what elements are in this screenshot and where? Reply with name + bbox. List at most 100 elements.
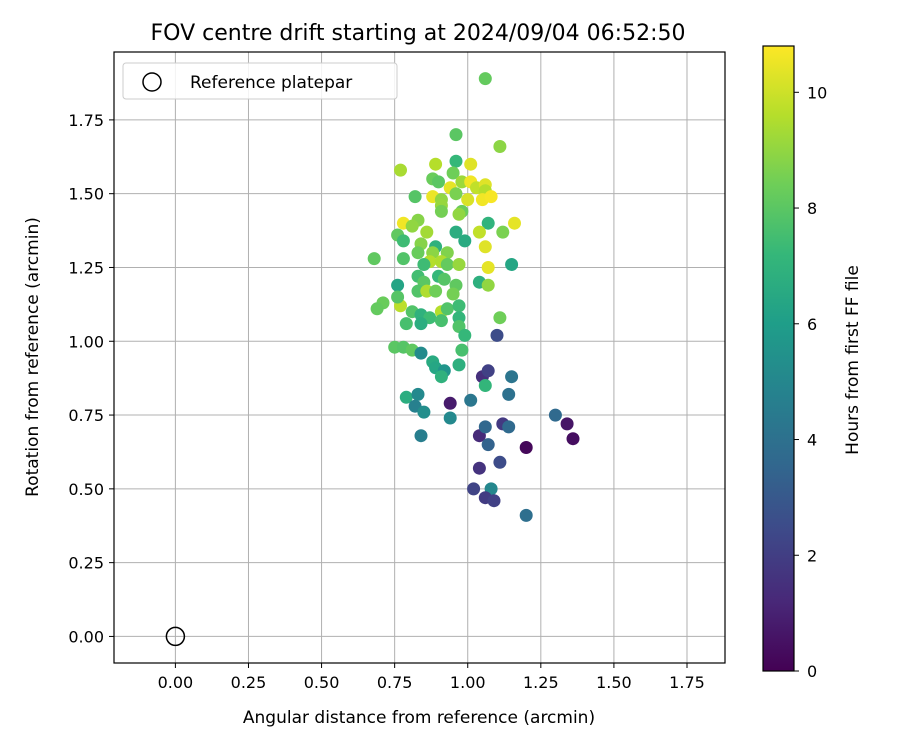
legend: Reference platepar [122, 62, 398, 100]
y-tick-label: 0.00 [68, 627, 104, 646]
legend-reference-marker [142, 72, 162, 92]
data-point [443, 396, 457, 410]
data-point [429, 157, 443, 171]
data-point [367, 252, 381, 266]
data-point [391, 290, 405, 304]
data-point [458, 328, 472, 342]
data-point [399, 390, 413, 404]
data-point [440, 302, 454, 316]
colorbar-tick-label: 6 [807, 315, 817, 334]
data-point [434, 204, 448, 218]
data-point [452, 258, 466, 271]
data-point [434, 370, 448, 384]
data-point [452, 299, 466, 313]
colorbar-ticks: 0 2 4 6 8 10 [794, 83, 827, 681]
x-tick-label: 1.25 [523, 673, 559, 692]
x-axis-ticks: 0.00 0.25 0.50 0.75 1.00 1.25 1.50 1.75 [158, 663, 705, 692]
colorbar: 0 2 4 6 8 10 Hours from first FF file [762, 45, 863, 681]
data-point [467, 482, 481, 496]
colorbar-tick-label: 8 [807, 199, 817, 218]
colorbar-tick-label: 10 [807, 83, 827, 102]
y-tick-label: 1.75 [68, 111, 104, 130]
data-point [405, 219, 419, 233]
data-point [452, 358, 466, 372]
data-point [481, 261, 495, 274]
data-point [446, 166, 460, 180]
data-point [417, 405, 431, 419]
colorbar-tick-label: 2 [807, 546, 817, 565]
data-point [414, 317, 428, 331]
data-point [443, 411, 457, 425]
x-tick-label: 0.25 [231, 673, 267, 692]
data-point [560, 417, 574, 431]
data-point [481, 278, 495, 292]
data-point [408, 190, 422, 204]
data-point [394, 163, 407, 177]
data-point [481, 364, 495, 378]
data-point [449, 187, 463, 201]
data-point [399, 317, 413, 331]
y-tick-label: 1.50 [68, 185, 104, 204]
data-point [411, 387, 425, 401]
y-axis-label: Rotation from reference (arcmin) [23, 217, 43, 497]
data-point [449, 128, 463, 142]
data-point [429, 284, 443, 298]
data-point [493, 455, 507, 469]
data-point [417, 258, 431, 271]
x-tick-label: 0.50 [304, 673, 340, 692]
data-point [472, 225, 486, 239]
plot-area: 0.00 0.25 0.50 0.75 1.00 1.25 1.50 1.75 0.00 0.2… [68, 51, 726, 692]
y-tick-label: 0.75 [68, 406, 104, 425]
data-point [493, 311, 507, 325]
data-point [505, 370, 519, 384]
reference-platepar-marker [165, 626, 186, 647]
colorbar-tick-label: 4 [807, 431, 817, 450]
x-tick-label: 0.75 [377, 673, 413, 692]
data-point [464, 157, 478, 171]
data-point [396, 234, 410, 248]
data-point [455, 343, 469, 357]
data-point [502, 420, 516, 434]
data-point [478, 240, 492, 254]
data-point [437, 272, 451, 286]
y-tick-label: 1.25 [68, 258, 104, 277]
data-point [490, 328, 504, 342]
plot-frame [113, 51, 726, 664]
y-tick-label: 0.25 [68, 554, 104, 573]
data-point [566, 432, 580, 446]
chart-title: FOV centre drift starting at 2024/09/04 … [151, 21, 686, 46]
data-point [548, 408, 562, 422]
data-point [487, 494, 501, 508]
data-point [449, 225, 463, 239]
data-point [478, 72, 492, 86]
x-tick-label: 1.50 [596, 673, 632, 692]
data-point [505, 258, 519, 271]
data-point [414, 346, 428, 360]
data-point [502, 387, 516, 401]
data-point [452, 207, 466, 221]
data-point [519, 441, 533, 454]
data-point [432, 175, 445, 189]
y-axis-ticks: 0.00 0.25 0.50 0.75 1.00 1.25 1.50 1.75 [68, 111, 114, 646]
data-point [458, 234, 472, 248]
data-point [493, 140, 507, 153]
y-tick-label: 0.50 [68, 480, 104, 499]
data-point [440, 258, 454, 271]
x-axis-label: Angular distance from reference (arcmin) [243, 708, 595, 728]
data-point [411, 246, 425, 260]
data-point [446, 287, 460, 301]
data-point [449, 154, 463, 168]
colorbar-label: Hours from first FF file [843, 265, 863, 455]
data-point [496, 225, 510, 239]
data-point [481, 438, 495, 452]
colorbar-gradient [762, 45, 795, 672]
data-point [519, 508, 533, 522]
data-point [396, 252, 410, 266]
data-point [461, 193, 475, 207]
data-point [472, 461, 486, 475]
x-tick-label: 1.75 [669, 673, 705, 692]
y-tick-label: 1.00 [68, 332, 104, 351]
data-point [478, 420, 492, 434]
data-point [420, 225, 434, 239]
